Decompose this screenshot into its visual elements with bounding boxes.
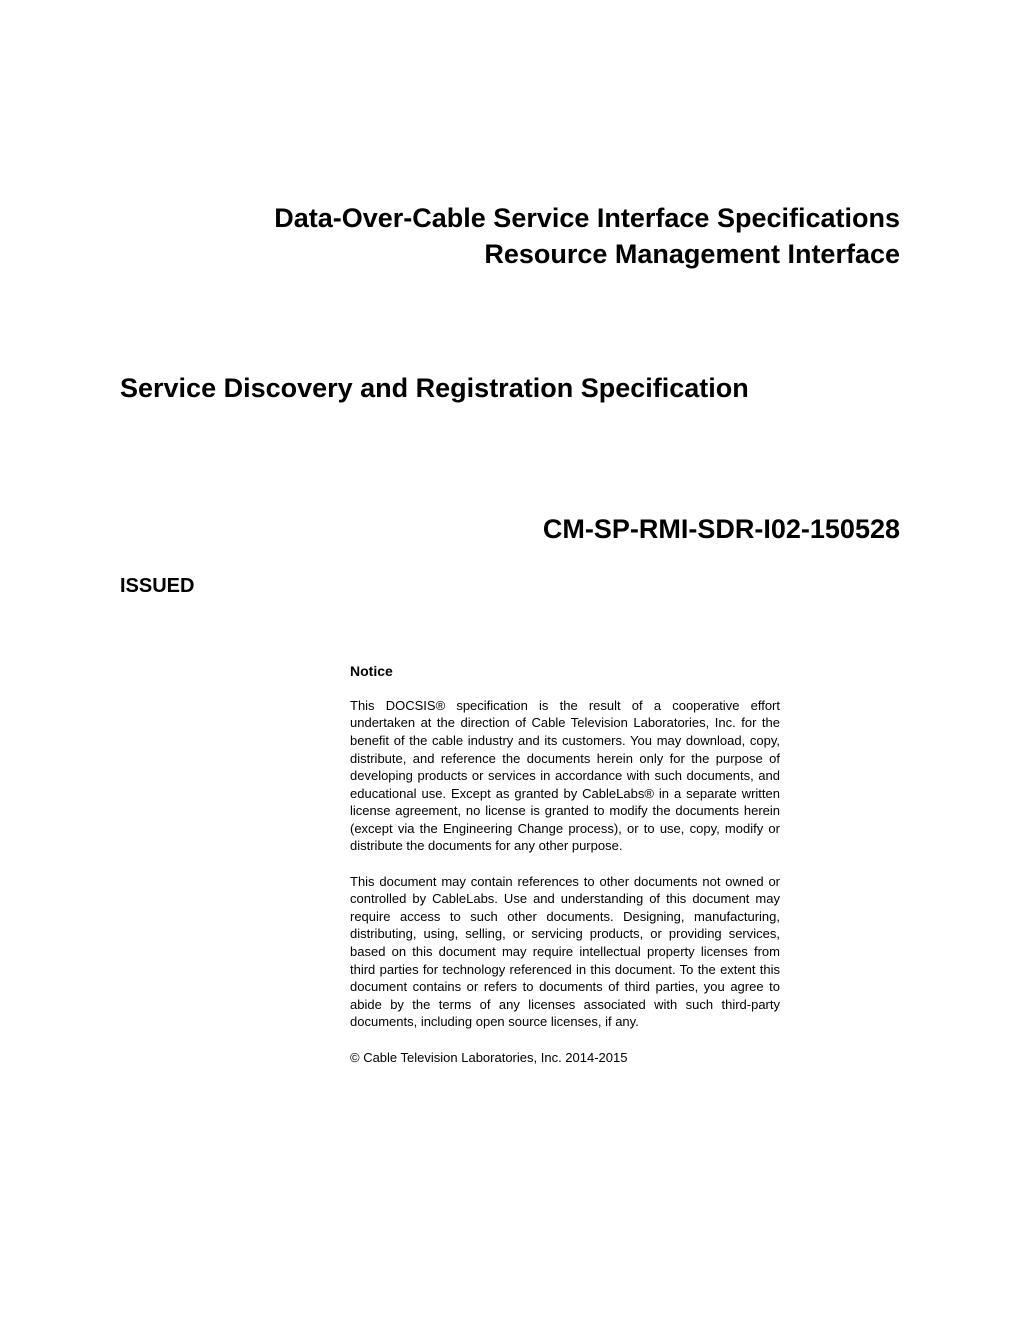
subtitle-text: Service Discovery and Registration Speci…	[120, 373, 900, 404]
document-id-text: CM-SP-RMI-SDR-I02-150528	[120, 514, 900, 545]
notice-paragraph-2: This document may contain references to …	[350, 873, 780, 1031]
title-line-1: Data-Over-Cable Service Interface Specif…	[120, 200, 900, 236]
notice-block: Notice This DOCSIS® specification is the…	[350, 663, 780, 1066]
subtitle-block: Service Discovery and Registration Speci…	[120, 373, 900, 404]
notice-paragraph-1: This DOCSIS® specification is the result…	[350, 697, 780, 855]
title-line-2: Resource Management Interface	[120, 236, 900, 272]
main-title-block: Data-Over-Cable Service Interface Specif…	[120, 200, 900, 273]
status-text: ISSUED	[120, 575, 900, 598]
notice-heading: Notice	[350, 663, 780, 679]
status-block: ISSUED	[120, 575, 900, 598]
copyright-text: © Cable Television Laboratories, Inc. 20…	[350, 1049, 780, 1067]
document-page: Data-Over-Cable Service Interface Specif…	[0, 0, 1020, 1126]
document-id-block: CM-SP-RMI-SDR-I02-150528	[120, 514, 900, 545]
